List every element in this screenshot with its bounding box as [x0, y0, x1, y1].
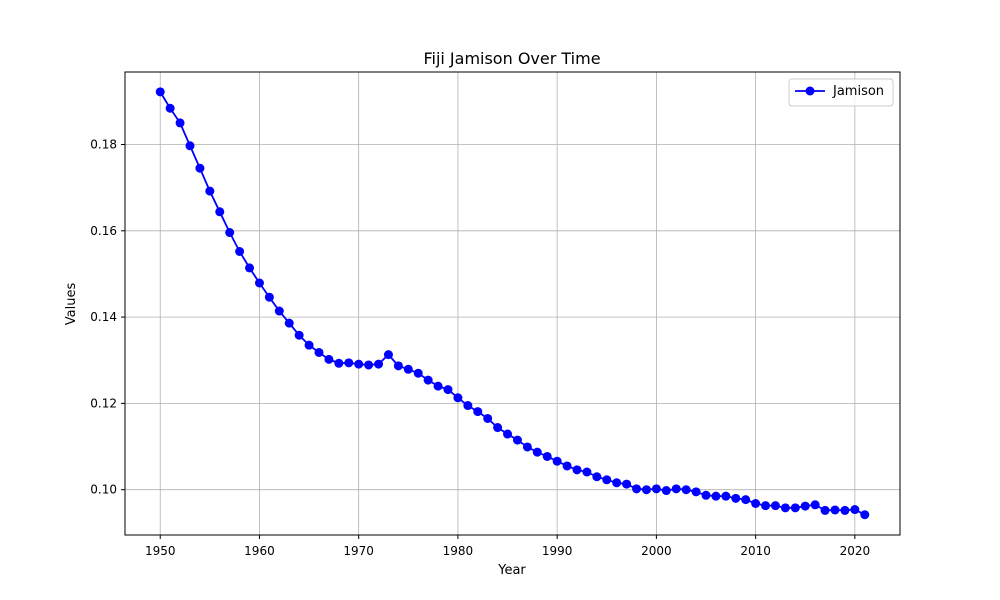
series-layer	[155, 87, 870, 520]
grid-lines	[125, 72, 900, 535]
data-point	[374, 359, 384, 369]
x-tick-label: 1950	[145, 544, 176, 558]
data-point	[294, 330, 304, 340]
data-point	[651, 484, 661, 494]
data-point	[850, 505, 860, 515]
x-tick-label: 2020	[840, 544, 871, 558]
data-point	[254, 278, 264, 288]
data-point	[195, 163, 205, 173]
data-point	[622, 479, 632, 489]
data-point	[235, 247, 245, 256]
data-point	[354, 359, 364, 369]
data-point	[304, 340, 314, 350]
data-point	[632, 484, 642, 494]
x-tick-label: 2000	[641, 544, 672, 558]
data-point	[731, 493, 741, 503]
data-point	[790, 503, 800, 513]
data-point	[741, 495, 751, 505]
data-point	[463, 401, 473, 411]
data-point	[572, 465, 582, 475]
x-tick-label: 1990	[542, 544, 573, 558]
y-tick-label: 0.10	[90, 483, 117, 497]
chart-title: Fiji Jamison Over Time	[423, 49, 600, 68]
data-point	[840, 505, 850, 515]
data-point	[473, 407, 483, 417]
data-point	[661, 486, 671, 496]
x-tick-label: 1970	[343, 544, 374, 558]
data-point	[512, 435, 522, 445]
data-point	[542, 451, 552, 461]
legend-box	[788, 78, 894, 107]
y-tick-label: 0.16	[90, 224, 117, 238]
data-point	[860, 510, 870, 520]
y-axis-ticks: 0.10 0.12 0.14 0.16 0.18	[90, 137, 125, 497]
data-point	[403, 364, 413, 374]
data-point	[721, 491, 731, 501]
legend-marker-swatch	[805, 86, 815, 96]
data-point	[701, 490, 711, 500]
y-axis-label: Values	[64, 283, 79, 326]
plot-area-frame	[124, 71, 901, 536]
data-point	[562, 461, 572, 471]
data-point	[274, 306, 284, 316]
data-point	[582, 467, 592, 477]
data-point	[780, 503, 790, 513]
data-point	[761, 501, 771, 511]
data-point	[383, 350, 393, 360]
y-tick-label: 0.12	[90, 396, 117, 410]
data-point	[820, 505, 830, 515]
data-point	[800, 501, 810, 511]
data-point	[592, 472, 602, 482]
data-point	[522, 442, 532, 452]
y-tick-label: 0.18	[90, 137, 117, 151]
data-point	[155, 87, 165, 97]
data-point	[314, 347, 324, 357]
data-point	[225, 228, 235, 238]
data-point	[215, 207, 225, 217]
data-point	[165, 103, 175, 113]
data-point	[483, 413, 493, 423]
data-point	[830, 505, 840, 515]
data-point	[284, 318, 294, 328]
data-point	[602, 475, 612, 485]
data-point	[185, 141, 195, 151]
x-tick-label: 2010	[740, 544, 771, 558]
x-tick-label: 1960	[244, 544, 275, 558]
data-point	[453, 393, 463, 403]
legend: Jamison	[788, 78, 894, 107]
data-point	[334, 358, 344, 368]
data-point	[681, 485, 691, 495]
data-point	[175, 118, 185, 128]
x-axis-ticks: 1950 1960 1970 1980 1990 2000 2010 2020	[145, 535, 870, 558]
data-point	[413, 368, 423, 378]
data-point	[671, 484, 681, 494]
y-tick-label: 0.14	[90, 310, 117, 324]
x-tick-label: 1980	[443, 544, 474, 558]
data-point	[612, 478, 622, 488]
data-point	[364, 360, 374, 370]
data-point	[810, 500, 820, 510]
data-point	[423, 375, 433, 385]
legend-label: Jamison	[832, 84, 884, 99]
data-point	[344, 358, 354, 368]
data-point	[751, 499, 761, 508]
data-point	[691, 487, 701, 497]
data-point	[433, 381, 443, 391]
data-point	[264, 292, 274, 302]
data-point	[641, 485, 651, 495]
data-point	[532, 447, 542, 457]
data-point	[245, 263, 255, 273]
data-point	[205, 186, 215, 196]
data-point	[503, 429, 513, 439]
data-point	[552, 456, 562, 466]
data-point	[770, 501, 780, 511]
data-point	[711, 491, 721, 501]
data-point	[393, 361, 403, 371]
data-point	[324, 354, 334, 364]
x-axis-label: Year	[497, 563, 526, 578]
data-point	[493, 423, 503, 433]
data-point	[443, 385, 453, 395]
